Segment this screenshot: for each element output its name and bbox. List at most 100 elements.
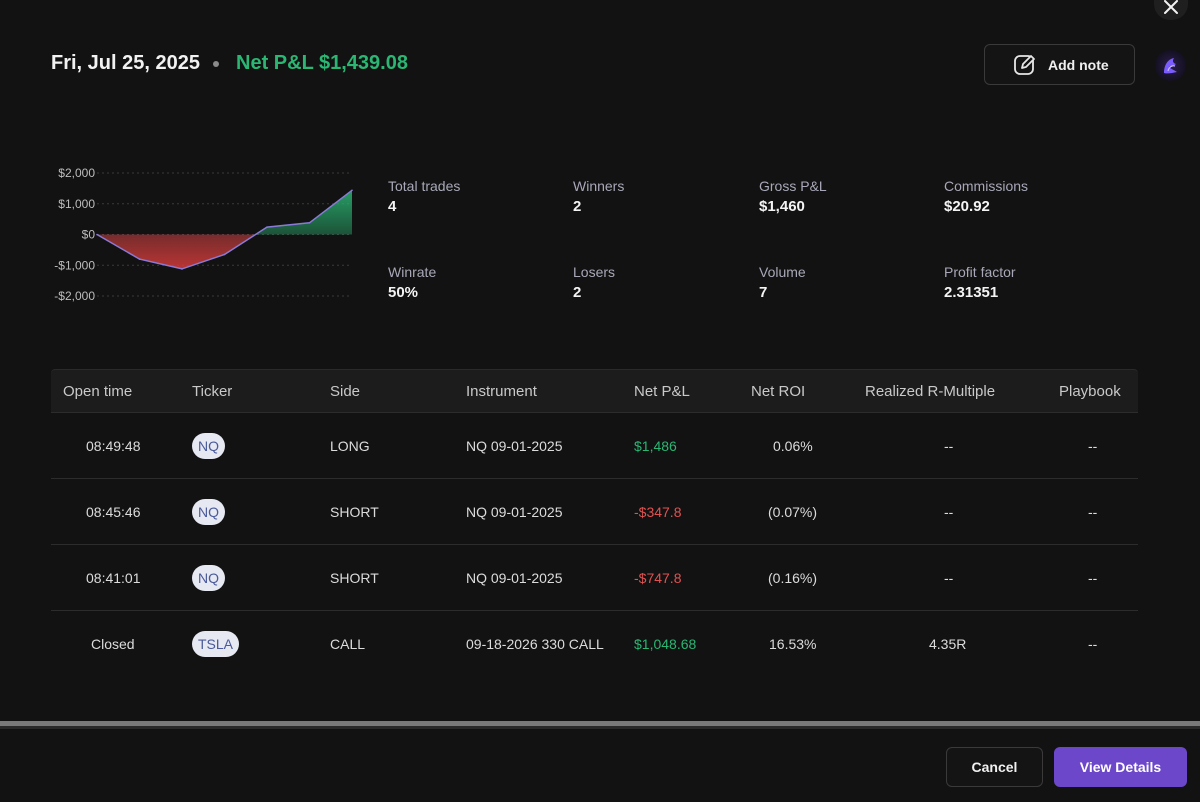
cell-playbook: -- (1088, 570, 1098, 586)
cell-side: CALL (330, 636, 366, 652)
pnl-area-negative (97, 234, 352, 269)
stat-value: 2 (573, 284, 582, 301)
stat-value: $1,460 (759, 198, 805, 215)
cell-open-time: 08:45:46 (86, 504, 141, 520)
cell-side: SHORT (330, 570, 379, 586)
stat-label: Losers (573, 264, 616, 280)
pnl-point (181, 268, 183, 270)
cell-playbook: -- (1088, 636, 1098, 652)
table-row[interactable]: 08:45:46 NQ SHORT NQ 09-01-2025 -$347.8 … (51, 479, 1138, 545)
y-tick-label: -$2,000 (54, 289, 95, 303)
stat-label: Gross P&L (759, 178, 827, 194)
stat-total-trades: Total trades 4 (388, 178, 558, 215)
cell-instrument: NQ 09-01-2025 (466, 504, 563, 520)
cell-instrument: 09-18-2026 330 CALL (466, 636, 604, 652)
column-header-instrument[interactable]: Instrument (466, 383, 537, 400)
cell-side: LONG (330, 438, 370, 454)
table-header: Open time Ticker Side Instrument Net P&L… (51, 369, 1138, 413)
table-row[interactable]: 08:49:48 NQ LONG NQ 09-01-2025 $1,486 0.… (51, 413, 1138, 479)
stat-label: Winners (573, 178, 625, 194)
pnl-point (308, 222, 311, 224)
avatar-logo-icon (1164, 58, 1177, 74)
stat-value: $20.92 (944, 198, 990, 215)
cell-r-multiple: -- (944, 570, 954, 586)
cell-instrument: NQ 09-01-2025 (466, 438, 563, 454)
cancel-button[interactable]: Cancel (946, 747, 1043, 787)
cell-net-roi: (0.07%) (768, 504, 818, 520)
cell-ticker: NQ (192, 479, 225, 545)
ticker-tag[interactable]: TSLA (192, 631, 240, 657)
cell-instrument: NQ 09-01-2025 (466, 570, 563, 586)
cell-r-multiple: -- (944, 438, 954, 454)
cell-net-pnl: $1,486 (634, 438, 677, 454)
y-tick-label: $2,000 (58, 166, 95, 180)
stat-value: 2.31351 (944, 284, 999, 301)
ticker-tag[interactable]: NQ (192, 433, 225, 459)
column-header-side[interactable]: Side (330, 383, 361, 400)
cell-side: SHORT (330, 504, 379, 520)
cell-net-pnl: $1,048.68 (634, 636, 697, 652)
stat-label: Winrate (388, 264, 437, 280)
pnl-chart-svg: $2,000 $1,000 $0 -$1,000 -$2,000 (54, 166, 353, 303)
cell-net-roi: 16.53% (769, 636, 817, 652)
close-button[interactable] (1154, 0, 1188, 20)
ticker-tag[interactable]: NQ (192, 499, 225, 525)
net-pnl-summary: Net P&L $1,439.08 (236, 52, 408, 74)
cell-ticker: TSLA (192, 611, 240, 677)
add-note-label: Add note (1048, 56, 1109, 73)
column-header-playbook[interactable]: Playbook (1059, 383, 1121, 400)
cell-net-pnl: -$747.8 (634, 570, 682, 586)
y-tick-label: $0 (82, 228, 96, 242)
column-header-ticker[interactable]: Ticker (192, 383, 233, 400)
stat-gross-pnl: Gross P&L $1,460 (759, 178, 929, 215)
pnl-point (96, 233, 98, 236)
cell-ticker: NQ (192, 545, 225, 611)
pnl-point (138, 258, 141, 260)
table-row[interactable]: 08:41:01 NQ SHORT NQ 09-01-2025 -$747.8 … (51, 545, 1138, 611)
stat-profit-factor: Profit factor 2.31351 (944, 264, 1114, 301)
stat-value: 4 (388, 198, 397, 215)
stat-label: Volume (759, 264, 806, 280)
pnl-point (351, 189, 353, 192)
page-title-date: Fri, Jul 25, 2025 (51, 52, 200, 74)
trades-table: Open time Ticker Side Instrument Net P&L… (51, 369, 1138, 677)
pnl-point (223, 253, 226, 256)
cell-r-multiple: 4.35R (929, 636, 967, 652)
pnl-chart: $2,000 $1,000 $0 -$1,000 -$2,000 (40, 160, 360, 310)
stat-commissions: Commissions $20.92 (944, 178, 1114, 215)
stat-volume: Volume 7 (759, 264, 929, 301)
y-tick-label: $1,000 (58, 197, 95, 211)
cell-playbook: -- (1088, 438, 1098, 454)
stat-value: 2 (573, 198, 582, 215)
column-header-r-multiple[interactable]: Realized R-Multiple (865, 383, 996, 400)
stat-losers: Losers 2 (573, 264, 743, 301)
edit-note-icon (1014, 54, 1035, 75)
cell-ticker: NQ (192, 413, 225, 479)
cell-net-roi: (0.16%) (768, 570, 818, 586)
separator-dot (213, 61, 219, 67)
stat-value: 50% (388, 284, 419, 301)
pnl-area-positive (97, 190, 352, 235)
cell-playbook: -- (1088, 504, 1098, 520)
view-details-button[interactable]: View Details (1054, 747, 1187, 787)
ticker-tag[interactable]: NQ (192, 565, 225, 591)
column-header-net-roi[interactable]: Net ROI (751, 383, 806, 400)
horizontal-scrollbar[interactable] (0, 721, 1200, 726)
avatar[interactable] (1155, 50, 1186, 81)
column-header-net-pnl[interactable]: Net P&L (634, 383, 690, 400)
column-header-open-time[interactable]: Open time (63, 383, 133, 400)
cell-net-roi: 0.06% (773, 438, 813, 454)
table-row[interactable]: Closed TSLA CALL 09-18-2026 330 CALL $1,… (51, 611, 1138, 677)
y-tick-label: -$1,000 (54, 258, 95, 272)
stat-value: 7 (759, 284, 768, 301)
add-note-button[interactable]: Add note (984, 44, 1135, 85)
cell-open-time: 08:41:01 (86, 570, 141, 586)
close-icon (1164, 0, 1178, 14)
cell-open-time: 08:49:48 (86, 438, 141, 454)
scrollbar-track (0, 726, 1200, 729)
pnl-point (266, 226, 268, 228)
stat-winrate: Winrate 50% (388, 264, 558, 301)
cell-open-time: Closed (91, 636, 135, 652)
cell-net-pnl: -$347.8 (634, 504, 682, 520)
stat-label: Profit factor (944, 264, 1016, 280)
